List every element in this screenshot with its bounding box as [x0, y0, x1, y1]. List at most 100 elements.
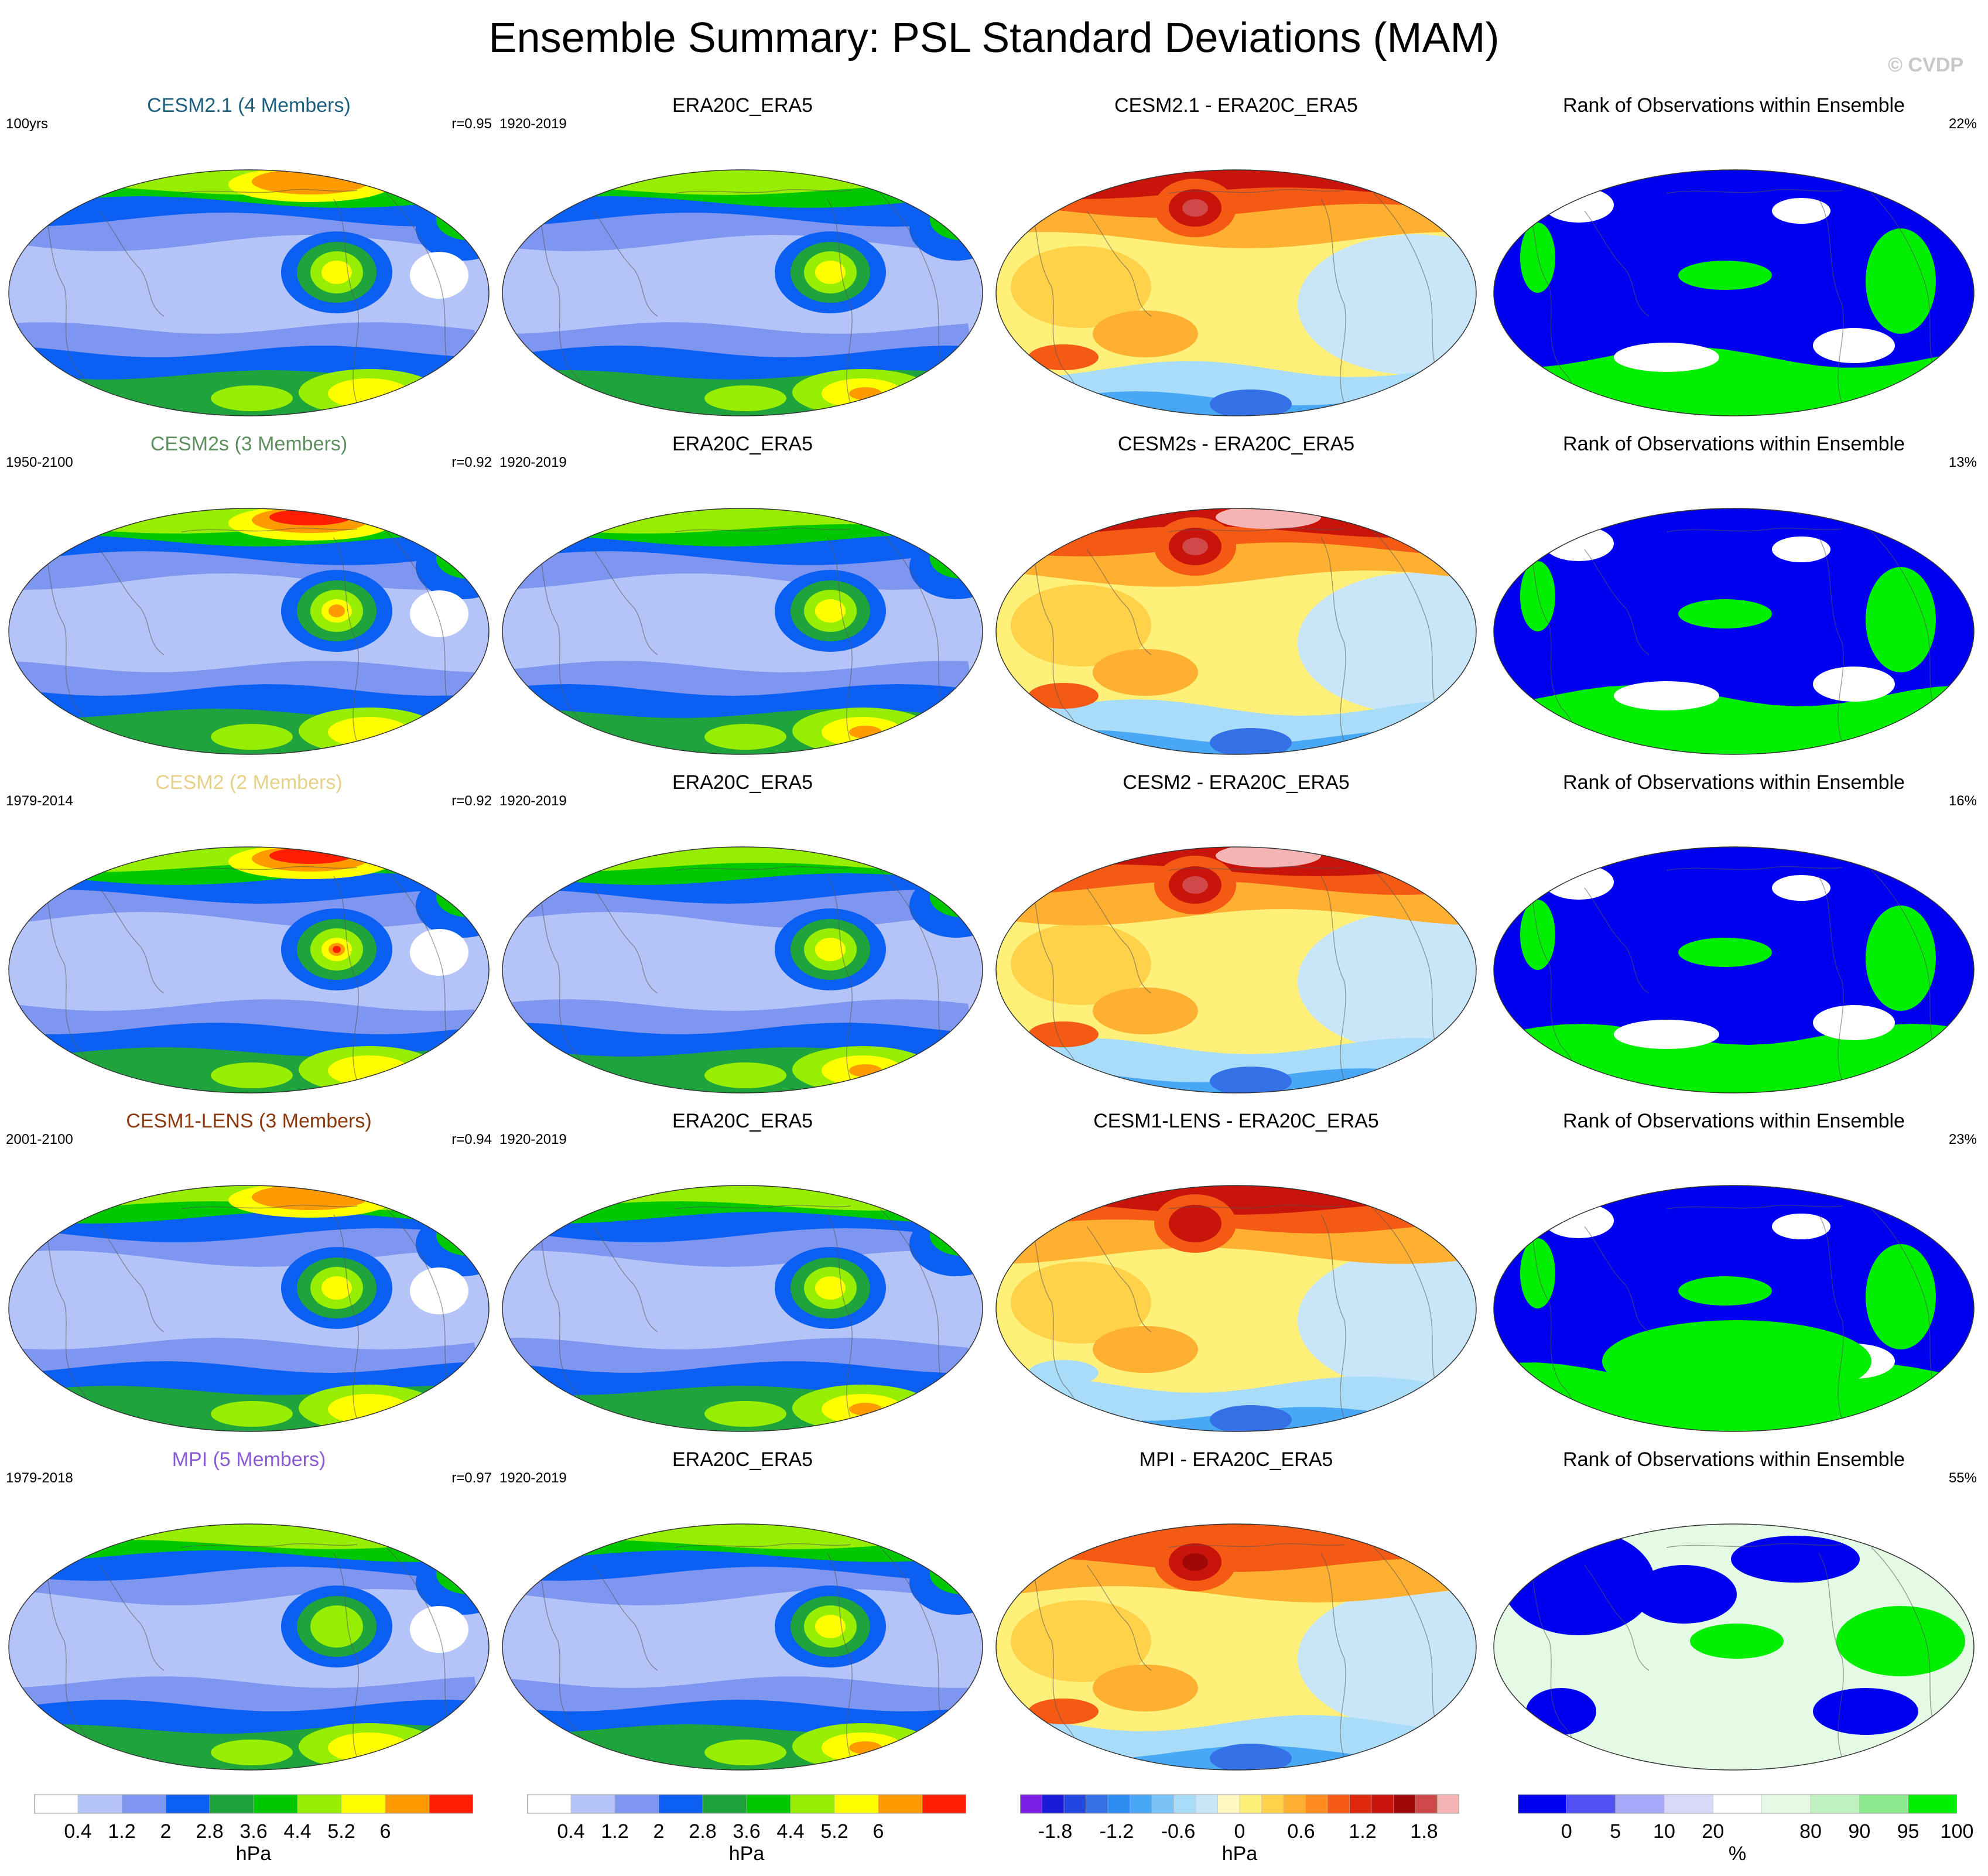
map-rank	[1493, 1523, 1975, 1771]
southern-ocean-maximum	[211, 1740, 293, 1765]
colorbar-swatch	[1327, 1794, 1350, 1814]
southern-ocean-maximum	[328, 1733, 410, 1763]
colorbar-swatch	[429, 1794, 473, 1814]
map-field	[9, 1185, 489, 1431]
colorbar-tick-label: 0.4	[557, 1820, 585, 1843]
colorbar-swatch	[1859, 1794, 1909, 1814]
colorbar-tick-label: -1.8	[1038, 1820, 1073, 1843]
map-field	[996, 170, 1476, 416]
colorbar-swatch	[121, 1794, 166, 1814]
colorbar-swatches	[34, 1794, 473, 1814]
high-rank-region	[1866, 228, 1936, 334]
colorbar-swatch	[1415, 1794, 1438, 1814]
map-outline	[8, 169, 490, 416]
southern-ocean-maximum	[211, 385, 293, 411]
southern-anomaly	[1028, 1021, 1099, 1047]
coastline	[1871, 1208, 1936, 1391]
panel-correlation: r=0.92	[451, 793, 492, 809]
panel-title: ERA20C_ERA5	[672, 1448, 813, 1471]
panel-title: CESM2 - ERA20C_ERA5	[1123, 771, 1350, 794]
nh-band	[9, 1524, 489, 1549]
colorbar-tick-label: 100	[1940, 1820, 1974, 1843]
positive-anomaly	[1011, 1262, 1151, 1344]
projection-mask	[996, 1185, 1476, 1431]
coastline	[593, 549, 658, 655]
low-variability-patch	[410, 1267, 468, 1314]
pacific-high-variability	[815, 938, 846, 961]
colorbar-tick-label: 90	[1848, 1820, 1871, 1843]
colorbar-swatch	[1239, 1794, 1262, 1814]
arctic-anomaly	[1216, 508, 1321, 529]
colorbar-tick-label: 1.2	[108, 1820, 136, 1843]
pacific-high-variability	[333, 946, 341, 953]
colorbar-swatch	[1151, 1794, 1175, 1814]
colorbar-tick-label: 3.6	[239, 1820, 268, 1843]
southern-ocean-maximum	[328, 717, 410, 747]
coastline	[1666, 866, 1843, 871]
coastline	[1666, 1543, 1843, 1548]
coastline	[1168, 189, 1345, 194]
coastline	[386, 1547, 451, 1730]
map-outline	[1493, 846, 1975, 1094]
colorbar-frame	[34, 1794, 473, 1814]
coastline	[181, 189, 358, 194]
colorbar-swatch	[253, 1794, 298, 1814]
panel-model-row-5: MPI (5 Members) 1979-2018 r=0.97	[6, 1448, 492, 1786]
colorbar-swatches	[1020, 1794, 1459, 1814]
coastline	[1584, 1226, 1650, 1332]
panel-title: CESM2.1 - ERA20C_ERA5	[1114, 94, 1358, 117]
colorbar-swatch	[1086, 1794, 1108, 1814]
coastline	[1373, 1208, 1439, 1391]
southern-anomaly	[1028, 1360, 1099, 1386]
map-outline	[1493, 508, 1975, 755]
colorbar-tick-label: 0.6	[1287, 1820, 1315, 1843]
northern-anomaly	[996, 1185, 1476, 1215]
panel-title: ERA20C_ERA5	[672, 771, 813, 794]
coastline	[386, 870, 451, 1053]
panel-title: Rank of Observations within Ensemble	[1563, 1110, 1905, 1132]
colorbar-swatch	[341, 1794, 386, 1814]
panel-rank-row-3: Rank of Observations within Ensemble 16%	[1491, 771, 1977, 1109]
map-outline	[8, 508, 490, 755]
coastline	[1871, 193, 1936, 375]
map-field	[502, 1185, 983, 1431]
map-outline	[8, 846, 490, 1094]
positive-anomaly	[1011, 585, 1151, 667]
coastline	[1086, 1564, 1152, 1671]
panel-model-row-3: CESM2 (2 Members) 1979-2014 r=0.92	[6, 771, 492, 1109]
colorbar-tick-label: 2	[653, 1820, 665, 1843]
colorbar-swatch	[1566, 1794, 1616, 1814]
colorbar-swatch	[614, 1794, 659, 1814]
colorbar-swatch	[1615, 1794, 1665, 1814]
panel-percent: 13%	[1948, 455, 1977, 470]
coastline	[333, 199, 359, 405]
positive-anomaly	[1011, 1600, 1151, 1682]
projection-mask	[1494, 170, 1974, 416]
high-rank-region	[1494, 685, 1974, 754]
projection-mask	[996, 1524, 1476, 1770]
coastline	[1373, 1547, 1439, 1730]
colorbar-swatch	[1063, 1794, 1087, 1814]
map-obs	[502, 1523, 983, 1771]
colorbar-tick-label: 5.2	[820, 1820, 848, 1843]
coastline	[1818, 199, 1844, 405]
colorbar-swatch	[1437, 1794, 1459, 1814]
high-rank-region	[1494, 347, 1974, 416]
colorbar-unit: hPa	[728, 1843, 765, 1865]
map-outline	[995, 508, 1477, 755]
colorbar-tick-label: 2.8	[196, 1820, 224, 1843]
low-variability-patch	[410, 929, 468, 976]
colorbar-swatch	[702, 1794, 747, 1814]
high-rank-region	[1866, 905, 1936, 1011]
southern-anomaly	[1028, 1699, 1099, 1724]
colorbar-swatch	[1020, 1794, 1043, 1814]
colorbar-swatch	[209, 1794, 254, 1814]
map-outline	[502, 508, 983, 755]
map-field	[996, 508, 1476, 754]
projection-mask	[996, 170, 1476, 416]
figure-title: Ensemble Summary: PSL Standard Deviation…	[488, 15, 1500, 61]
panel-diff-row-1: CESM2.1 - ERA20C_ERA5	[993, 94, 1479, 432]
colorbar-tick-label: 4.4	[283, 1820, 312, 1843]
coastline	[593, 210, 658, 317]
mid-rank-region	[1813, 667, 1895, 702]
